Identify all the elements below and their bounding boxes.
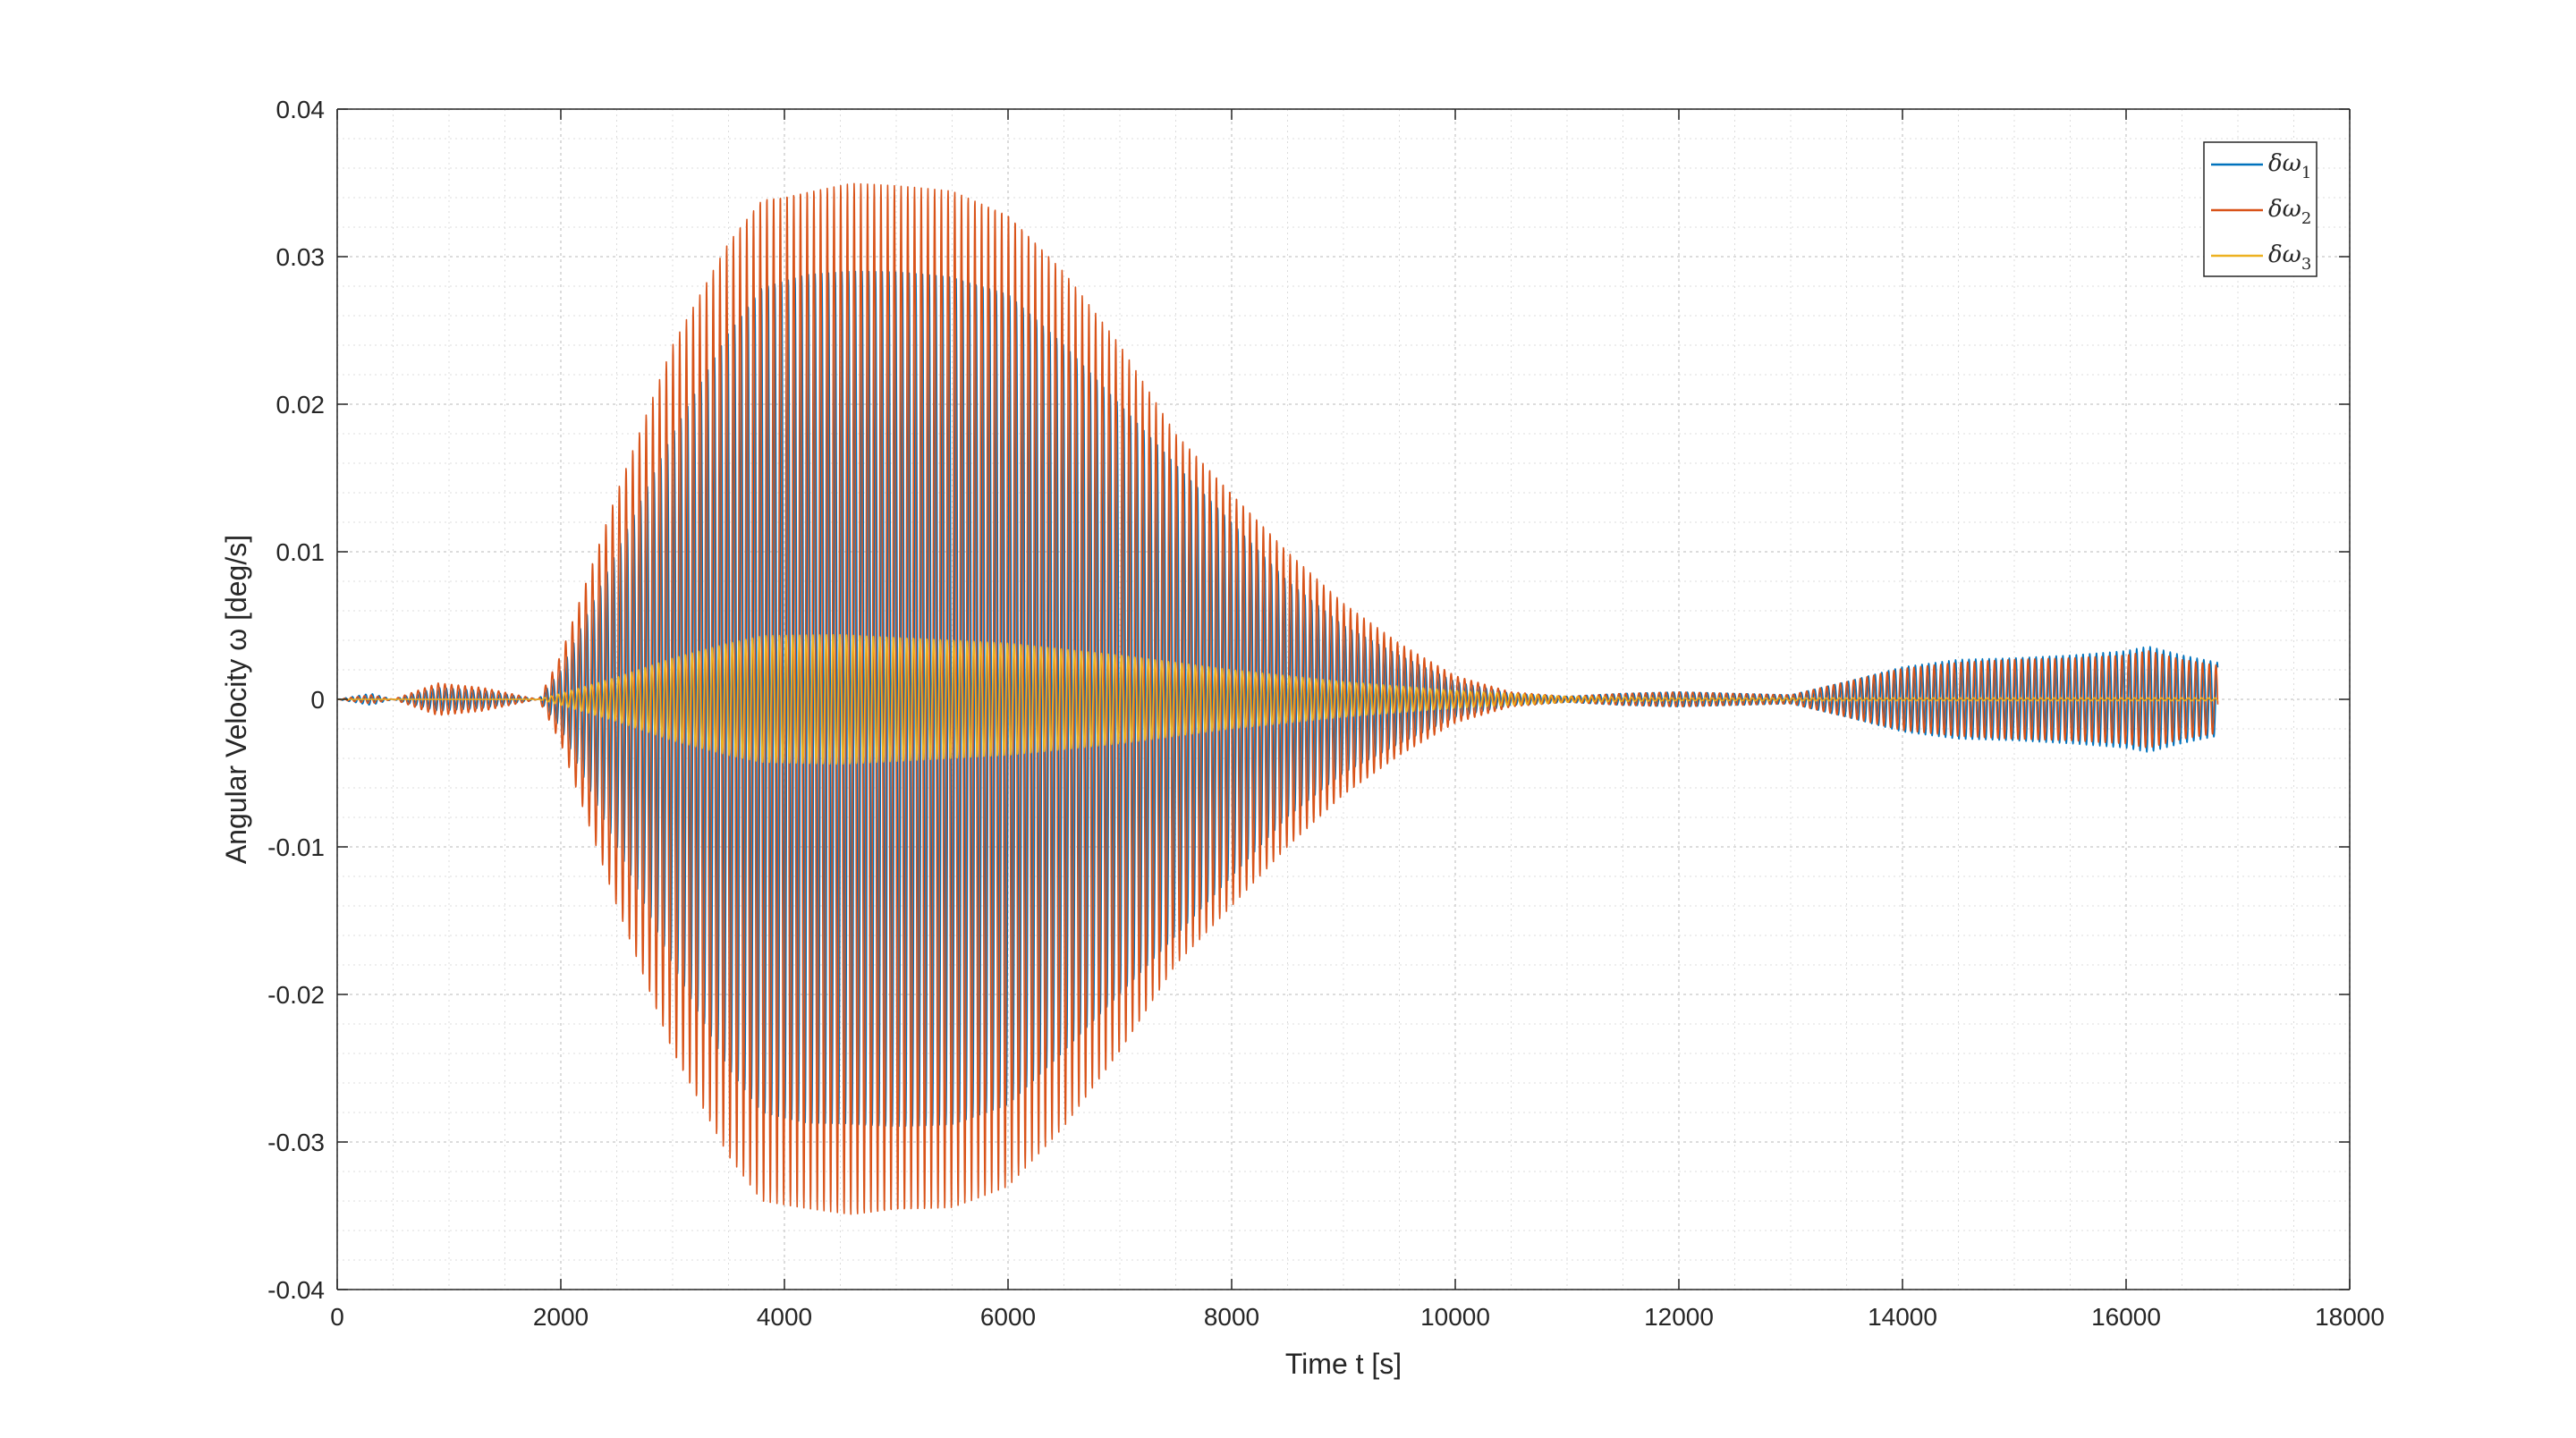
y-tick-labels: -0.04 -0.03 -0.02 -0.01 0 0.01 0.02 0.03 0.04 bbox=[267, 96, 325, 1304]
x-tick-label: 2000 bbox=[533, 1303, 589, 1331]
legend-entry-subscript: 2 bbox=[2301, 209, 2311, 228]
y-tick-label: 0.04 bbox=[276, 96, 326, 123]
x-tick-label: 4000 bbox=[757, 1303, 812, 1331]
y-tick-label: 0.03 bbox=[276, 243, 326, 271]
y-axis-label: Angular Velocity ω [deg/s] bbox=[220, 535, 252, 864]
y-tick-label: -0.03 bbox=[267, 1129, 325, 1156]
x-axis-label: Time t [s] bbox=[1285, 1348, 1402, 1380]
x-tick-label: 10000 bbox=[1420, 1303, 1490, 1331]
series-layer bbox=[336, 182, 2219, 1215]
x-tick-labels: 0 2000 4000 6000 8000 10000 12000 14000 16000 180… bbox=[330, 1303, 2385, 1331]
y-tick-label: -0.02 bbox=[267, 981, 325, 1009]
x-tick-label: 12000 bbox=[1644, 1303, 1714, 1331]
y-tick-label: 0 bbox=[310, 686, 325, 714]
x-tick-label: 0 bbox=[330, 1303, 344, 1331]
series-line-2 bbox=[336, 182, 2219, 1215]
x-tick-label: 16000 bbox=[2091, 1303, 2161, 1331]
y-tick-label: 0.02 bbox=[276, 391, 326, 419]
legend-entry-subscript: 3 bbox=[2301, 255, 2311, 274]
x-tick-label: 6000 bbox=[980, 1303, 1036, 1331]
series-line-3 bbox=[336, 633, 2219, 766]
y-tick-label: -0.01 bbox=[267, 833, 325, 861]
x-tick-label: 14000 bbox=[1868, 1303, 1937, 1331]
y-tick-label: 0.01 bbox=[276, 538, 326, 566]
axes bbox=[336, 108, 2351, 1290]
x-tick-label: 18000 bbox=[2315, 1303, 2385, 1331]
x-tick-label: 8000 bbox=[1204, 1303, 1259, 1331]
y-tick-label: -0.04 bbox=[267, 1276, 325, 1304]
legend-entry-subscript: 1 bbox=[2301, 164, 2311, 182]
